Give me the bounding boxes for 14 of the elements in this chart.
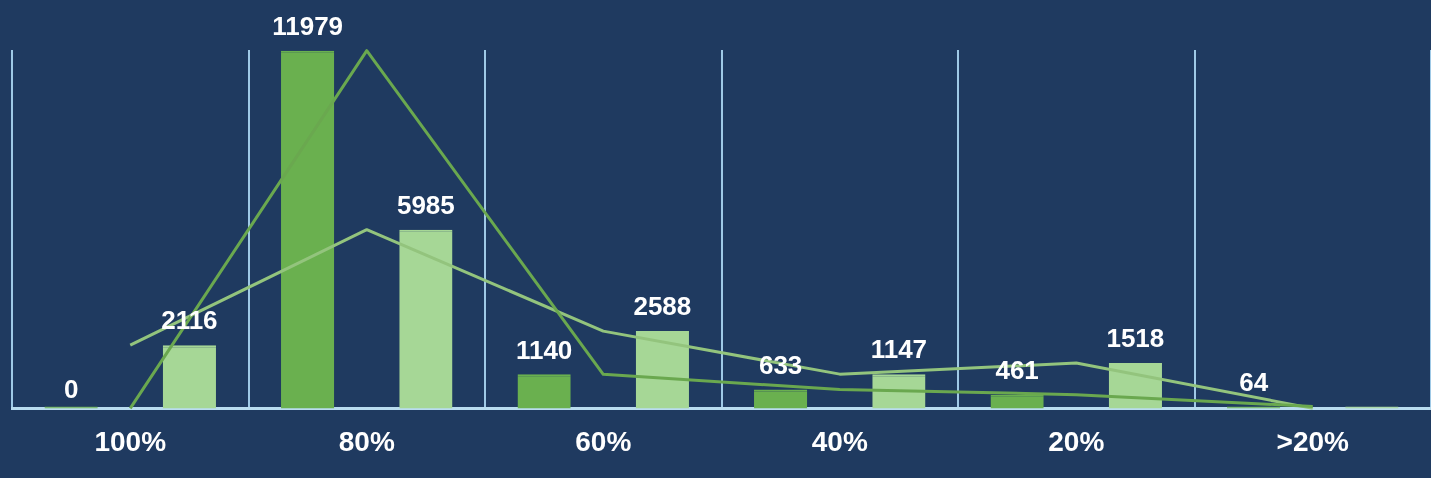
data-label: 5985 (396, 189, 455, 220)
data-label: 1140 (515, 334, 573, 365)
x-tick-label: 40% (811, 425, 868, 457)
data-label: 1147 (870, 334, 928, 365)
x-tick-label: 100% (94, 425, 167, 457)
data-label: 11979 (272, 10, 344, 41)
data-label: 0 (63, 373, 79, 404)
x-tick-label: 20% (1048, 425, 1105, 457)
x-tick-label: >20% (1276, 425, 1350, 457)
x-tick-label: 80% (338, 425, 395, 457)
data-label: 2588 (633, 291, 692, 322)
data-label: 64 (1239, 366, 1269, 397)
data-label: 1518 (1106, 323, 1165, 354)
x-tick-label: 60% (575, 425, 632, 457)
